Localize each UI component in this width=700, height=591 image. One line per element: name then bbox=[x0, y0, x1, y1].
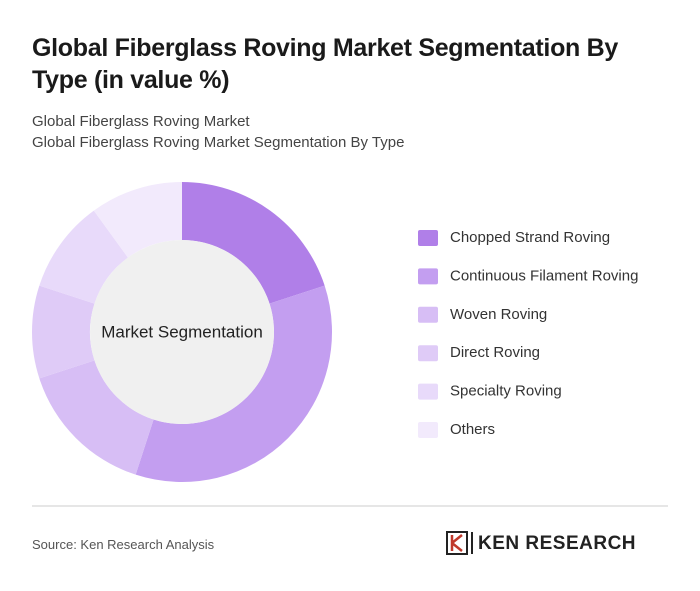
donut-slice bbox=[39, 360, 154, 475]
source: Source: Ken Research Analysis bbox=[32, 537, 215, 552]
subtitle: Global Fiberglass Roving Market Segmenta… bbox=[32, 134, 405, 151]
donut-slice bbox=[39, 210, 128, 304]
legend-swatch bbox=[418, 268, 438, 285]
legend-label: Specialty Roving bbox=[450, 383, 562, 400]
logo-text: KEN RESEARCH bbox=[478, 533, 636, 554]
donut-slice bbox=[182, 182, 325, 304]
legend-label: Others bbox=[450, 421, 495, 438]
legend-swatch bbox=[418, 230, 438, 246]
legend-label: Woven Roving bbox=[450, 306, 547, 323]
logo-icon bbox=[446, 531, 473, 555]
legend-swatch bbox=[418, 345, 438, 362]
subtitle: Global Fiberglass Roving Market bbox=[32, 113, 250, 130]
donut-slice bbox=[93, 182, 182, 258]
legend-swatch bbox=[418, 383, 438, 400]
donut-slice bbox=[135, 285, 333, 483]
chart-title: Global Fiberglass Roving Market Segmenta… bbox=[32, 34, 619, 94]
donut-center bbox=[90, 240, 274, 424]
center-label: Market Segmentation bbox=[101, 322, 263, 341]
legend-label: Continuous Filament Roving bbox=[450, 267, 638, 284]
legend-label: Direct Roving bbox=[450, 344, 540, 361]
legend-label: Chopped Strand Roving bbox=[450, 229, 610, 246]
donut-slice bbox=[32, 285, 95, 379]
legend-swatch bbox=[418, 306, 438, 323]
legend-swatch bbox=[418, 422, 438, 438]
